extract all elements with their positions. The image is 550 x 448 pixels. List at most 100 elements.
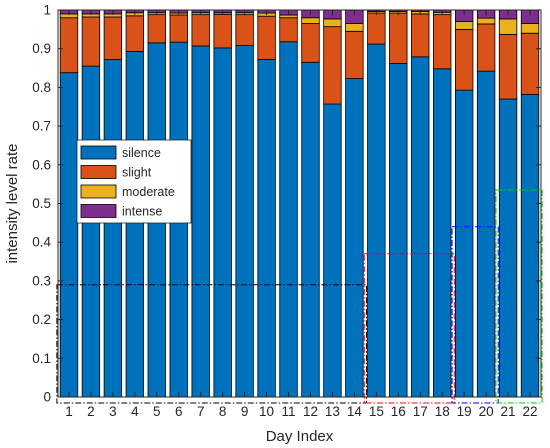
x-tick-label: 20 [479, 404, 494, 419]
x-tick-label: 19 [457, 404, 472, 419]
bar-slight-day-4 [125, 15, 145, 52]
legend-swatch-slight [80, 165, 117, 179]
bar-slight-day-19 [454, 28, 474, 91]
highlight-box-4 [495, 189, 543, 404]
x-tick-label: 6 [175, 404, 183, 419]
x-tick-label: 16 [391, 404, 406, 419]
bar-silence-day-7 [191, 45, 210, 398]
bar-slight-day-17 [411, 13, 430, 58]
bar-slight-day-15 [367, 12, 386, 45]
bar-slight-day-16 [389, 12, 408, 64]
bar-moderate-day-19 [454, 21, 474, 30]
y-tick-label: 1 [43, 3, 51, 18]
bar-silence-day-12 [301, 61, 320, 398]
y-tick-label: 0.9 [32, 41, 51, 56]
bar-slight-day-3 [103, 16, 123, 60]
bar-slight-day-13 [323, 26, 342, 105]
y-tick-label: 0.2 [32, 312, 51, 327]
y-tick-label: 0.5 [32, 196, 51, 211]
y-tick-label: 0.6 [32, 157, 51, 172]
y-tick-label: 0.1 [32, 351, 51, 366]
bar-slight-day-18 [433, 14, 452, 70]
bar-moderate-day-20 [476, 17, 496, 25]
x-tick-label: 11 [282, 404, 296, 419]
legend-label-intense: intense [122, 205, 162, 219]
bar-moderate-day-13 [323, 18, 342, 28]
highlight-box-1 [56, 284, 367, 404]
x-tick-label: 22 [523, 404, 538, 419]
highlight-box-3 [451, 226, 499, 404]
bar-silence-day-3 [103, 59, 123, 398]
bar-silence-day-17 [411, 56, 430, 398]
legend-label-moderate: moderate [122, 185, 175, 199]
bar-silence-day-4 [125, 51, 145, 398]
legend-swatch-moderate [80, 184, 117, 199]
bar-silence-day-1 [59, 72, 79, 398]
bar-silence-day-16 [389, 63, 408, 398]
bar-silence-day-18 [433, 68, 452, 398]
x-tick-label: 18 [435, 404, 450, 419]
x-tick-label: 14 [347, 404, 363, 419]
x-tick-label: 4 [131, 404, 139, 419]
bar-slight-day-1 [59, 17, 79, 74]
legend-label-slight: slight [122, 166, 152, 180]
bar-silence-day-20 [476, 70, 496, 398]
x-axis-label: Day Index [266, 428, 334, 445]
highlight-boxes-layer [56, 189, 543, 404]
x-tick-label: 8 [219, 404, 227, 419]
x-tick-label: 7 [197, 404, 205, 419]
bar-silence-day-9 [235, 45, 254, 398]
y-tick-label: 0 [43, 390, 51, 405]
x-tick-label: 13 [325, 404, 340, 419]
bar-moderate-day-11 [279, 14, 298, 19]
x-tick-label: 1 [65, 404, 73, 419]
bar-moderate-day-12 [301, 17, 320, 24]
bar-slight-day-22 [520, 32, 540, 95]
x-tick-label: 10 [259, 404, 274, 419]
bar-silence-day-2 [81, 65, 101, 398]
bar-slight-day-12 [301, 23, 320, 63]
bar-slight-day-20 [476, 23, 496, 72]
x-tick-label: 12 [303, 404, 318, 419]
bar-silence-day-8 [213, 47, 232, 398]
bar-silence-day-11 [279, 41, 298, 398]
bar-slight-day-8 [213, 13, 232, 49]
legend-swatch-intense [80, 204, 117, 218]
bar-slight-day-5 [147, 14, 166, 44]
axes-layer: 00.10.20.30.40.50.60.70.80.911 2 3 4 5 6 7 8 9 10… [4, 3, 542, 445]
bar-slight-day-21 [498, 33, 518, 100]
bar-silence-day-21 [498, 98, 518, 398]
x-tick-label: 15 [369, 404, 384, 419]
bar-silence-day-22 [520, 93, 540, 398]
x-tick-label: 9 [241, 404, 249, 419]
y-tick-label: 0.8 [32, 80, 51, 95]
x-tick-label: 21 [501, 404, 516, 419]
y-tick-label: 0.7 [32, 119, 51, 134]
bar-slight-day-10 [257, 15, 276, 60]
bar-silence-day-10 [257, 59, 276, 398]
bar-moderate-day-22 [520, 23, 540, 34]
bar-slight-day-11 [279, 17, 298, 43]
y-axis-label: intensity level rate [4, 143, 21, 263]
y-tick-label: 0.3 [32, 273, 51, 288]
bar-moderate-day-14 [345, 23, 364, 32]
bar-silence-day-15 [367, 43, 386, 398]
bar-slight-day-7 [191, 14, 210, 47]
bar-slight-day-6 [169, 14, 188, 43]
bars-layer [59, 9, 540, 398]
y-tick-label: 0.4 [32, 235, 51, 250]
bar-slight-day-9 [235, 14, 254, 46]
legend-swatch-silence [80, 145, 117, 160]
x-tick-label: 3 [109, 404, 117, 419]
legend-label-silence: silence [122, 146, 161, 160]
x-tick-label: 2 [87, 404, 95, 419]
x-tick-label: 5 [153, 404, 161, 419]
highlight-box-2 [363, 253, 455, 404]
x-tick-label: 17 [413, 404, 428, 419]
bar-slight-day-14 [345, 30, 364, 79]
bar-silence-day-14 [345, 78, 364, 398]
legend: silence slight moderate intense [76, 139, 192, 224]
bar-moderate-day-21 [498, 18, 518, 35]
